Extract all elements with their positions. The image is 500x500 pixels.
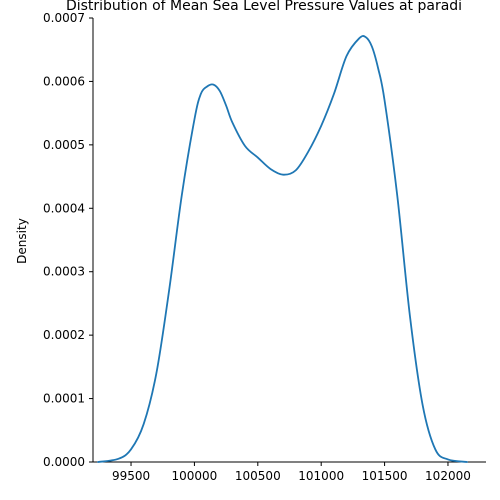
x-tick-label: 101000	[298, 469, 344, 483]
y-tick-label: 0.0004	[43, 201, 85, 215]
y-tick-label: 0.0005	[43, 138, 85, 152]
x-tick-label: 102000	[425, 469, 471, 483]
y-tick-label: 0.0003	[43, 265, 85, 279]
y-tick-label: 0.0001	[43, 392, 85, 406]
x-tick-label: 100000	[172, 469, 218, 483]
x-tick-label: 99500	[112, 469, 150, 483]
y-tick-label: 0.0007	[43, 11, 85, 25]
y-tick-label: 0.0000	[43, 455, 85, 469]
density-curve	[97, 35, 468, 463]
x-axis-ticks: 99500 100000 100500 101000 101500 102000	[112, 462, 471, 483]
x-tick-label: 100500	[235, 469, 281, 483]
y-axis-ticks: 0.0000 0.0001 0.0002 0.0003 0.0004 0.0005 0.00…	[43, 11, 93, 469]
y-tick-label: 0.0002	[43, 328, 85, 342]
x-tick-label: 101500	[362, 469, 408, 483]
chart-title: Distribution of Mean Sea Level Pressure …	[66, 0, 462, 14]
y-tick-label: 0.0006	[43, 74, 85, 88]
y-axis-label: Density	[15, 218, 29, 264]
